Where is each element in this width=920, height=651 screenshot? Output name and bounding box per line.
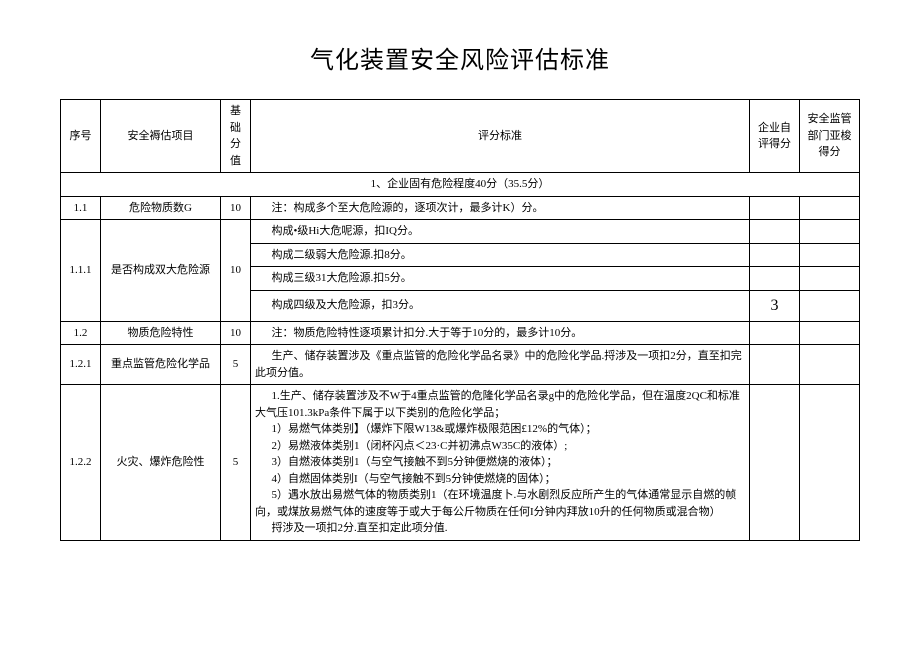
cell-crit: 1.生产、储存装置涉及不W于4重点监管的危隆化学品名录g中的危险化学品，但在温度… xyxy=(251,385,750,541)
cell-sup xyxy=(800,220,860,244)
cell-self xyxy=(750,345,800,385)
hdr-sup: 安全监管部门亚梭得分 xyxy=(800,100,860,173)
hdr-self: 企业自评得分 xyxy=(750,100,800,173)
section-title: 1、企业固有危险程度40分（35.5分） xyxy=(61,173,860,197)
crit-line: 2）易燃液体类别1（闭杯闪点＜23·C并初沸点W35C的液体）; xyxy=(255,438,745,455)
cell-item: 是否构成双大危险源 xyxy=(101,220,221,322)
crit-line: 4）自燃固体类别I（与空气接触不到5分钟使燃烧的固体）； xyxy=(255,471,745,488)
assessment-table: 序号 安全褥估项目 基础分值 评分标准 企业自评得分 安全监管部门亚梭得分 1、… xyxy=(60,99,860,541)
cell-self xyxy=(750,196,800,220)
cell-crit: 注：构成多个至大危险源的，逐项次计，最多计K）分。 xyxy=(251,196,750,220)
cell-item: 物质危险特性 xyxy=(101,321,221,345)
cell-item: 火灾、爆炸危险性 xyxy=(101,385,221,541)
hdr-item: 安全褥估项目 xyxy=(101,100,221,173)
hdr-base: 基础分值 xyxy=(221,100,251,173)
cell-sup xyxy=(800,345,860,385)
cell-self xyxy=(750,321,800,345)
crit-line: 1）易燃气体类别】（爆炸下限W13&或爆炸极限范困£12%的气体）； xyxy=(255,421,745,438)
cell-sup xyxy=(800,290,860,321)
cell-crit: 生产、储存装置涉及《重点监管的危险化学品名录》中的危险化学品.捋涉及一项扣2分，… xyxy=(251,345,750,385)
cell-base: 10 xyxy=(221,321,251,345)
crit-line: 5）遇水放出易燃气体的物质类别1（在环境温度卜.与水剧烈反应所产生的气体通常显示… xyxy=(255,487,745,520)
crit-line: 3）自燃液体类别1（与空气接触不到5分钟便燃烧的液体）； xyxy=(255,454,745,471)
hdr-crit: 评分标准 xyxy=(251,100,750,173)
cell-crit: 构成•级Hi大危呢源，扣IQ分。 xyxy=(251,220,750,244)
cell-sup xyxy=(800,267,860,291)
page-title: 气化装置安全风险评估标准 xyxy=(60,40,860,75)
cell-self xyxy=(750,267,800,291)
table-row: 1.2.2 火灾、爆炸危险性 5 1.生产、储存装置涉及不W于4重点监管的危隆化… xyxy=(61,385,860,541)
section-row: 1、企业固有危险程度40分（35.5分） xyxy=(61,173,860,197)
cell-seq: 1.2.2 xyxy=(61,385,101,541)
cell-crit: 构成四级及大危险源，扣3分。 xyxy=(251,290,750,321)
cell-sup xyxy=(800,321,860,345)
cell-base: 5 xyxy=(221,385,251,541)
cell-seq: 1.1.1 xyxy=(61,220,101,322)
cell-sup xyxy=(800,243,860,267)
cell-base: 10 xyxy=(221,220,251,322)
cell-self: 3 xyxy=(750,290,800,321)
cell-sup xyxy=(800,196,860,220)
cell-crit: 注：物质危险特性逐项累计扣分.大于等于10分的，最多计10分。 xyxy=(251,321,750,345)
table-row: 1.2 物质危险特性 10 注：物质危险特性逐项累计扣分.大于等于10分的，最多… xyxy=(61,321,860,345)
cell-base: 10 xyxy=(221,196,251,220)
cell-seq: 1.1 xyxy=(61,196,101,220)
cell-seq: 1.2 xyxy=(61,321,101,345)
cell-crit: 构成三级31大危险源.扣5分。 xyxy=(251,267,750,291)
cell-item: 危险物质数G xyxy=(101,196,221,220)
header-row: 序号 安全褥估项目 基础分值 评分标准 企业自评得分 安全监管部门亚梭得分 xyxy=(61,100,860,173)
crit-line: 捋涉及一项扣2分.直至扣定此项分值. xyxy=(255,520,745,537)
hdr-seq: 序号 xyxy=(61,100,101,173)
cell-sup xyxy=(800,385,860,541)
table-row: 1.1 危险物质数G 10 注：构成多个至大危险源的，逐项次计，最多计K）分。 xyxy=(61,196,860,220)
table-row: 1.1.1 是否构成双大危险源 10 构成•级Hi大危呢源，扣IQ分。 xyxy=(61,220,860,244)
cell-self xyxy=(750,243,800,267)
cell-crit: 构成二级弱大危险源.扣8分。 xyxy=(251,243,750,267)
cell-item: 重点监管危险化学品 xyxy=(101,345,221,385)
cell-self xyxy=(750,385,800,541)
table-row: 1.2.1 重点监管危险化学品 5 生产、储存装置涉及《重点监管的危险化学品名录… xyxy=(61,345,860,385)
cell-base: 5 xyxy=(221,345,251,385)
cell-seq: 1.2.1 xyxy=(61,345,101,385)
crit-line: 1.生产、储存装置涉及不W于4重点监管的危隆化学品名录g中的危险化学品，但在温度… xyxy=(255,388,745,421)
cell-self xyxy=(750,220,800,244)
